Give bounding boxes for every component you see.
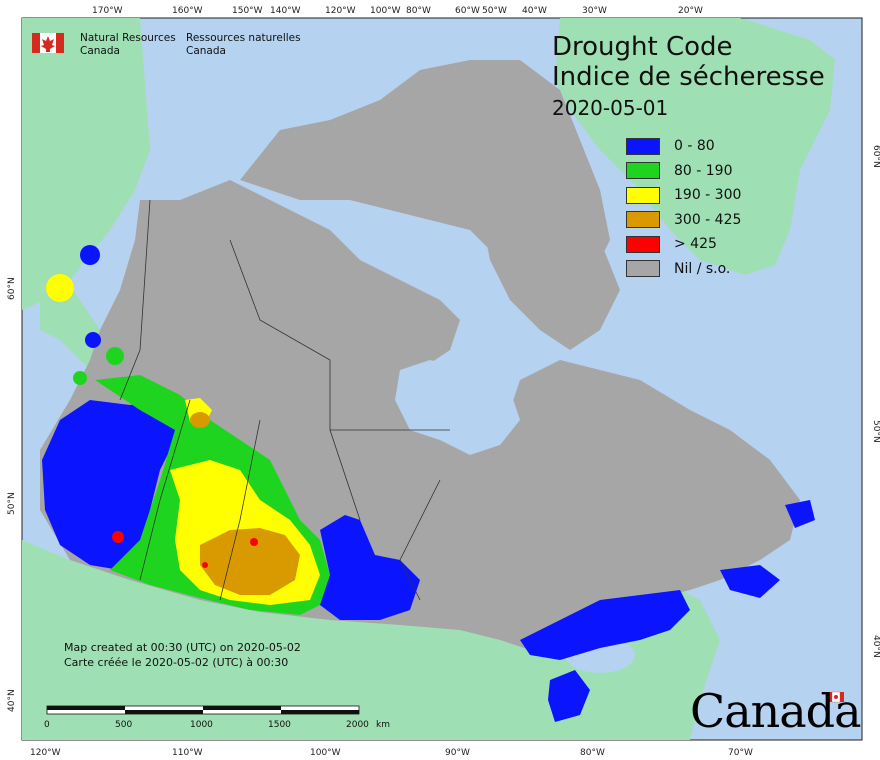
lon-label-top: 150°W xyxy=(232,6,263,16)
title-date: 2020-05-01 xyxy=(552,96,669,120)
lat-label-left: 40°N xyxy=(7,689,17,712)
canada-wordmark: Canada xyxy=(690,684,862,738)
creation-note-en: Map created at 00:30 (UTC) on 2020-05-02 xyxy=(64,641,301,654)
lon-label-bottom: 100°W xyxy=(310,748,341,758)
lon-label-top: 80°W xyxy=(406,6,431,16)
legend-item: 190 - 300 xyxy=(626,183,741,208)
legend-label: > 425 xyxy=(674,236,717,253)
dc-zone-over-425-bc xyxy=(112,531,124,543)
lat-label-right: 40°N xyxy=(871,635,880,658)
org-name-fr-line2: Canada xyxy=(186,45,226,57)
greenland-land xyxy=(555,18,835,275)
scale-label: 1000 xyxy=(190,720,213,730)
org-name-en-line1: Natural Resources xyxy=(80,32,176,44)
scale-label: 0 xyxy=(44,720,50,730)
dc-dot-0-80-yukon xyxy=(80,245,100,265)
lat-label-left: 50°N xyxy=(7,492,17,515)
map-title: Drought Code Indice de sécheresse 2020-0… xyxy=(552,32,825,122)
dc-dot-80-190-coast xyxy=(73,371,87,385)
legend-label: 80 - 190 xyxy=(674,162,733,179)
lon-label-bottom: 80°W xyxy=(580,748,605,758)
scale-label: 1500 xyxy=(268,720,291,730)
legend-swatch xyxy=(626,186,660,204)
legend-swatch xyxy=(626,211,660,229)
lon-label-top: 100°W xyxy=(370,6,401,16)
legend-label: 300 - 425 xyxy=(674,211,742,228)
dc-dot-0-80-bc-north xyxy=(85,332,101,348)
scale-bar: 0 500 1000 1500 2000 km xyxy=(44,705,390,730)
dc-zone-0-80-maritimes xyxy=(720,565,780,598)
lon-label-top: 20°W xyxy=(678,6,703,16)
wordmark-flag-icon xyxy=(828,691,844,703)
legend-swatch xyxy=(626,137,660,155)
lat-label-left: 60°N xyxy=(7,277,17,300)
lon-label-bottom: 120°W xyxy=(30,748,61,758)
legend-item: > 425 xyxy=(626,232,741,257)
org-name-en-line2: Canada xyxy=(80,45,120,57)
dc-zone-over-425-south xyxy=(202,562,208,568)
dc-dot-190-300-alaska xyxy=(46,274,74,302)
alaska-land xyxy=(22,18,150,310)
legend-item: 80 - 190 xyxy=(626,159,741,184)
creation-note: Map created at 00:30 (UTC) on 2020-05-02… xyxy=(64,640,301,670)
lon-label-top: 160°W xyxy=(172,6,203,16)
dc-zone-0-80-east xyxy=(520,590,690,660)
baffin-island xyxy=(480,190,620,350)
dc-dot-80-190-bc-north xyxy=(106,347,124,365)
dc-zone-300-425-north xyxy=(190,412,210,428)
lat-label-right: 50°N xyxy=(871,420,880,443)
lon-label-top: 30°W xyxy=(582,6,607,16)
lon-label-top: 140°W xyxy=(270,6,301,16)
canada-flag-icon xyxy=(32,33,64,53)
lon-label-top: 50°W xyxy=(482,6,507,16)
legend-label: 190 - 300 xyxy=(674,187,742,204)
legend-label: 0 - 80 xyxy=(674,138,715,155)
dc-zone-0-80-manitoba xyxy=(320,515,420,620)
dc-zone-over-425-prairie xyxy=(250,538,258,546)
lon-label-top: 170°W xyxy=(92,6,123,16)
usa-land xyxy=(22,540,720,740)
legend-swatch xyxy=(626,162,660,180)
title-fr: Indice de sécheresse xyxy=(552,62,825,92)
legend-item: 300 - 425 xyxy=(626,208,741,233)
legend-label: Nil / s.o. xyxy=(674,260,731,277)
lon-label-top: 40°W xyxy=(522,6,547,16)
hudson-bay xyxy=(395,360,520,455)
lon-label-bottom: 110°W xyxy=(172,748,203,758)
legend-swatch xyxy=(626,260,660,278)
org-name-en: Natural Resources Canada xyxy=(80,32,176,58)
dc-zone-0-80-quebec xyxy=(548,670,590,722)
dc-zone-300-425 xyxy=(200,528,300,595)
province-borders xyxy=(119,199,450,601)
scale-label: 500 xyxy=(115,720,132,730)
title-en: Drought Code xyxy=(552,32,733,62)
creation-note-fr: Carte créée le 2020-05-02 (UTC) à 00:30 xyxy=(64,656,289,669)
lon-label-bottom: 90°W xyxy=(445,748,470,758)
scale-unit: km xyxy=(376,720,390,730)
org-name-fr-line1: Ressources naturelles xyxy=(186,32,301,44)
legend-item: 0 - 80 xyxy=(626,134,741,159)
legend-swatch xyxy=(626,235,660,253)
legend: 0 - 80 80 - 190 190 - 300 300 - 425 > 425 Nil… xyxy=(626,134,741,281)
scale-label: 2000 xyxy=(346,720,369,730)
dc-zone-0-80-newfoundland xyxy=(785,500,815,528)
org-name-fr: Ressources naturelles Canada xyxy=(186,32,301,58)
lon-label-bottom: 70°W xyxy=(728,748,753,758)
legend-item: Nil / s.o. xyxy=(626,257,741,282)
lat-label-right: 60°N xyxy=(871,145,880,168)
lon-label-top: 60°W xyxy=(455,6,480,16)
lon-label-top: 120°W xyxy=(325,6,356,16)
